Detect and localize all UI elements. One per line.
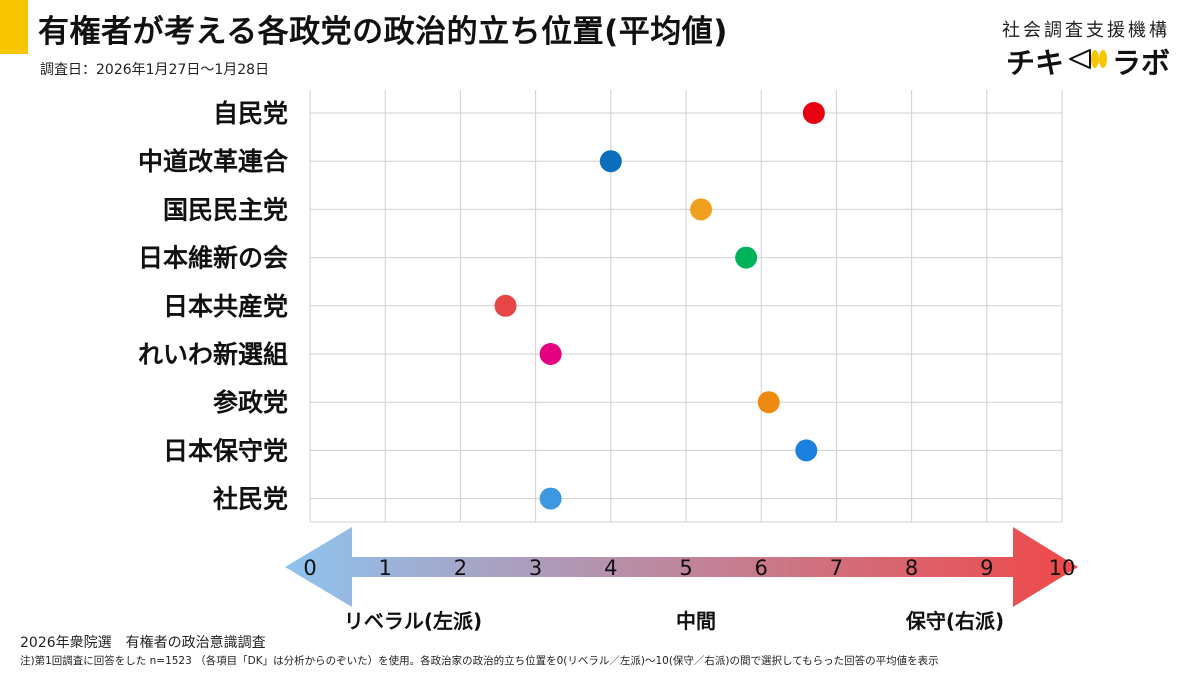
x-tick-label: 0 — [303, 556, 316, 580]
x-tick-label: 5 — [679, 556, 692, 580]
x-tick-label: 7 — [830, 556, 843, 580]
chart-title: 有権者が考える各政党の政治的立ち位置(平均値) — [38, 14, 728, 50]
x-tick-label: 1 — [379, 556, 392, 580]
category-label: 社民党 — [213, 485, 288, 514]
x-tick-label: 3 — [529, 556, 542, 580]
footer-source: 2026年衆院選 有権者の政治意識調査 — [20, 635, 266, 651]
data-point — [757, 391, 780, 414]
chart-grid — [309, 90, 1063, 523]
brand-logo: チキ ラボ — [1006, 40, 1170, 82]
brand-org-name: 社会調査支援機構 — [1002, 20, 1170, 41]
x-tick-label: 8 — [905, 556, 918, 580]
data-point — [494, 294, 517, 317]
brand-logo-left: チキ — [1005, 46, 1064, 80]
category-labels: 自民党中道改革連合国民民主党日本維新の会日本共産党れいわ新選組参政党日本保守党社… — [138, 99, 289, 514]
data-point — [802, 102, 825, 124]
x-tick-label: 6 — [755, 556, 768, 580]
survey-date: 調査日：2026年1月27日〜1月28日 — [40, 62, 270, 78]
category-label: 日本共産党 — [163, 292, 288, 321]
category-label: れいわ新選組 — [138, 340, 288, 369]
title-accent-bar — [0, 0, 28, 54]
data-point — [539, 487, 562, 510]
x-tick-label: 9 — [980, 556, 993, 580]
category-label: 日本保守党 — [163, 436, 288, 465]
data-point — [690, 198, 713, 221]
data-point — [795, 439, 818, 462]
data-point — [539, 343, 562, 365]
data-point — [599, 150, 622, 173]
data-point — [735, 246, 758, 269]
category-label: 国民民主党 — [163, 195, 288, 224]
x-tick-label: 10 — [1049, 556, 1076, 580]
axis-gradient-arrow — [285, 527, 1078, 607]
category-label: 中道改革連合 — [138, 147, 289, 176]
brand-logo-right: ラボ — [1111, 46, 1170, 80]
data-points — [494, 102, 825, 510]
right-axis-label: 保守(右派) — [905, 609, 1004, 633]
category-label: 参政党 — [213, 388, 288, 417]
x-tick-label: 2 — [454, 556, 467, 580]
megaphone-icon — [1068, 44, 1108, 78]
x-tick-labels: 0 1 2 3 4 5 6 7 8 9 10 — [303, 556, 1075, 580]
x-tick-label: 4 — [604, 556, 617, 580]
axis-arrow — [285, 527, 1078, 607]
footer-note: 注)第1回調査に回答をした n=1523 （各項目「DK」は分析からのぞいた）を… — [20, 655, 939, 667]
center-axis-label: 中間 — [676, 609, 716, 633]
category-label: 日本維新の会 — [138, 244, 288, 273]
category-label: 自民党 — [213, 99, 288, 128]
left-axis-label: リベラル(左派) — [344, 609, 482, 633]
